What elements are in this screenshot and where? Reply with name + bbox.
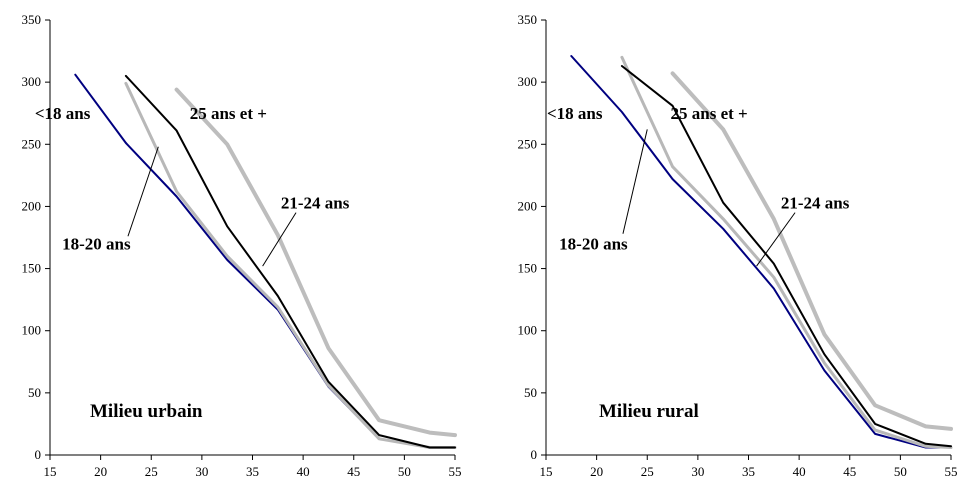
panel-label: Milieu urbain [90,401,203,422]
y-tick-label: 100 [518,323,538,338]
y-tick-label: 350 [518,12,538,27]
x-tick-label: 35 [246,464,259,479]
y-tick-label: 0 [35,447,42,462]
x-tick-label: 30 [691,464,704,479]
series-line-4 [670,71,953,431]
x-tick-label: 15 [540,464,553,479]
panel-label: Milieu rural [599,401,699,422]
annotation-leader-line [127,146,159,237]
x-tick-label: 15 [44,464,57,479]
annotation-leader-line [262,212,297,267]
x-tick-label: 30 [195,464,208,479]
series-line-2 [620,55,953,449]
x-tick-label: 50 [894,464,907,479]
y-tick-label: 100 [22,323,42,338]
series-annotation-label: <18 ans [35,104,91,123]
chart-panel-1: 0 50 100 150 200 250 300 350 15 20 25 30 35 40 45 50 55 <… [22,12,462,479]
annotation-leader-line [756,212,796,267]
x-tick-label: 20 [590,464,603,479]
y-tick-label: 250 [518,136,538,151]
y-tick-label: 200 [518,198,538,213]
series-annotation-label: 21-24 ans [781,194,850,213]
chart-panel-2: 0 50 100 150 200 250 300 350 15 20 25 30 35 40 45 50 55 <… [518,12,958,479]
series-line-1 [74,73,456,449]
y-tick-label: 50 [524,385,537,400]
series-annotation-label: 25 ans et + [190,104,267,123]
x-tick-label: 55 [945,464,958,479]
y-tick-label: 150 [22,261,42,276]
x-tick-label: 45 [843,464,856,479]
y-tick-label: 150 [518,261,538,276]
x-tick-label: 25 [145,464,158,479]
y-tick-label: 300 [22,74,42,89]
x-tick-label: 35 [742,464,755,479]
series-line-4 [174,87,457,438]
x-tick-label: 40 [793,464,806,479]
series-annotation-label: 18-20 ans [62,235,131,254]
series-line-1 [570,55,952,449]
y-tick-label: 350 [22,12,42,27]
series-annotation-label: 25 ans et + [671,104,748,123]
y-tick-label: 250 [22,136,42,151]
y-tick-label: 50 [28,385,41,400]
series-annotation-label: 18-20 ans [559,235,628,254]
x-tick-label: 20 [94,464,107,479]
x-tick-label: 55 [449,464,462,479]
y-tick-label: 0 [531,447,538,462]
series-line-3 [620,65,952,448]
series-annotation-label: <18 ans [547,104,603,123]
y-tick-label: 300 [518,74,538,89]
annotation-leader-line [622,129,648,234]
x-tick-label: 45 [347,464,360,479]
x-tick-label: 25 [641,464,654,479]
x-tick-label: 50 [398,464,411,479]
y-tick-label: 200 [22,198,42,213]
series-line-3 [124,74,456,449]
x-tick-label: 40 [297,464,310,479]
series-annotation-label: 21-24 ans [281,194,350,213]
